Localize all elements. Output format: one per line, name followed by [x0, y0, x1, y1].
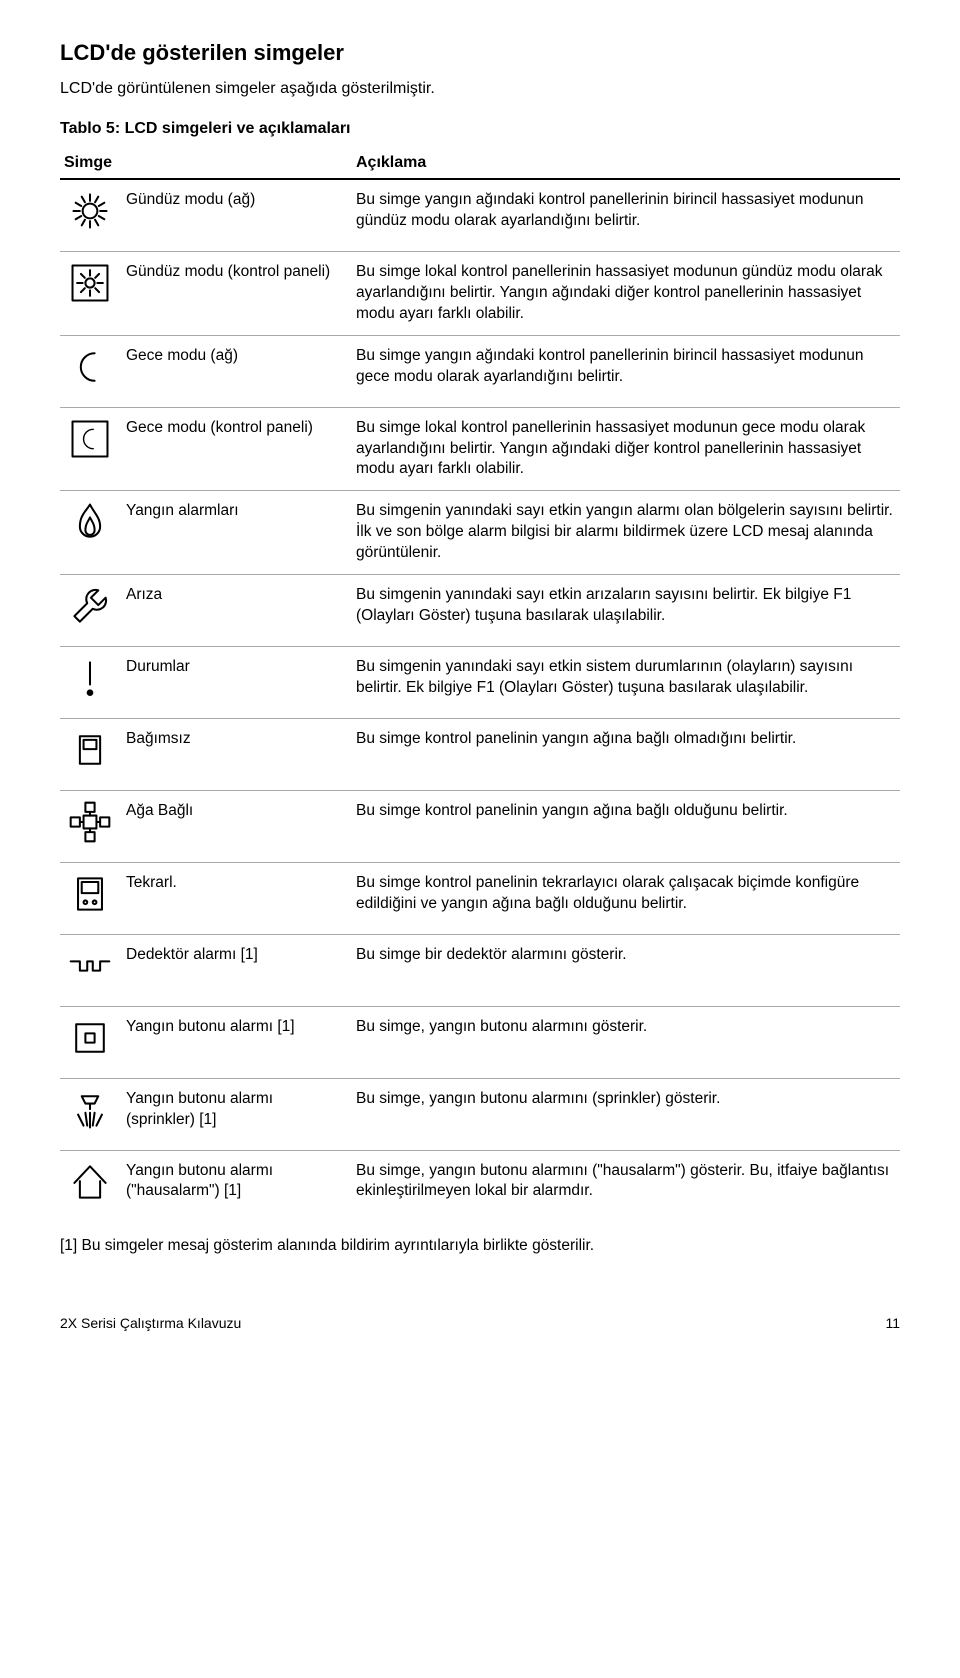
footer-left: 2X Serisi Çalıştırma Kılavuzu	[60, 1315, 241, 1331]
row-desc: Bu simge yangın ağındaki kontrol panelle…	[352, 335, 900, 407]
row-desc: Bu simge bir dedektör alarmını gösterir.	[352, 934, 900, 1006]
table-row: Gece modu (kontrol paneli) Bu simge loka…	[60, 407, 900, 491]
sprinkler-icon	[60, 1078, 122, 1150]
row-name: Bağımsız	[122, 718, 352, 790]
row-name: Arıza	[122, 575, 352, 647]
footnote: [1] Bu simgeler mesaj gösterim alanında …	[60, 1237, 900, 1255]
sun-small-icon	[60, 251, 122, 335]
row-desc: Bu simgenin yanındaki sayı etkin sistem …	[352, 647, 900, 719]
table-row: Yangın butonu alarmı ("hausalarm") [1] B…	[60, 1150, 900, 1221]
header-icon: Simge	[60, 148, 122, 179]
detector-icon	[60, 934, 122, 1006]
exclaim-icon	[60, 647, 122, 719]
icon-table: Simge Açıklama Gündüz modu (ağ) Bu simge…	[60, 148, 900, 1221]
row-desc: Bu simge yangın ağındaki kontrol panelle…	[352, 179, 900, 251]
row-desc: Bu simge lokal kontrol panellerinin hass…	[352, 407, 900, 491]
row-desc: Bu simge kontrol panelinin yangın ağına …	[352, 718, 900, 790]
table-row: Gündüz modu (ağ) Bu simge yangın ağındak…	[60, 179, 900, 251]
moon-small-icon	[60, 407, 122, 491]
row-name: Yangın butonu alarmı ("hausalarm") [1]	[122, 1150, 352, 1221]
row-desc: Bu simge, yangın butonu alarmını (sprink…	[352, 1078, 900, 1150]
table-row: Bağımsız Bu simge kontrol panelinin yang…	[60, 718, 900, 790]
standalone-icon	[60, 718, 122, 790]
flame-icon	[60, 491, 122, 575]
table-row: Yangın alarmları Bu simgenin yanındaki s…	[60, 491, 900, 575]
table-row: Arıza Bu simgenin yanındaki sayı etkin a…	[60, 575, 900, 647]
intro-text: LCD'de görüntülenen simgeler aşağıda gös…	[60, 80, 900, 98]
row-desc: Bu simge, yangın butonu alarmını ("hausa…	[352, 1150, 900, 1221]
row-desc: Bu simge kontrol panelinin tekrarlayıcı …	[352, 862, 900, 934]
table-row: Dedektör alarmı [1] Bu simge bir dedektö…	[60, 934, 900, 1006]
page-title: LCD'de gösterilen simgeler	[60, 40, 900, 66]
footer-right: 11	[885, 1315, 900, 1331]
row-desc: Bu simgenin yanındaki sayı etkin yangın …	[352, 491, 900, 575]
table-row: Durumlar Bu simgenin yanındaki sayı etki…	[60, 647, 900, 719]
row-desc: Bu simge kontrol panelinin yangın ağına …	[352, 790, 900, 862]
row-desc: Bu simge lokal kontrol panellerinin hass…	[352, 251, 900, 335]
row-name: Durumlar	[122, 647, 352, 719]
row-name: Dedektör alarmı [1]	[122, 934, 352, 1006]
row-desc: Bu simge, yangın butonu alarmını gösteri…	[352, 1006, 900, 1078]
sun-big-icon	[60, 179, 122, 251]
header-desc: Açıklama	[352, 148, 900, 179]
table-caption: Tablo 5: LCD simgeleri ve açıklamaları	[60, 120, 900, 138]
header-name	[122, 148, 352, 179]
row-desc: Bu simgenin yanındaki sayı etkin arızala…	[352, 575, 900, 647]
row-name: Yangın alarmları	[122, 491, 352, 575]
table-row: Gece modu (ağ) Bu simge yangın ağındaki …	[60, 335, 900, 407]
row-name: Gece modu (ağ)	[122, 335, 352, 407]
repeater-icon	[60, 862, 122, 934]
mcp-icon	[60, 1006, 122, 1078]
row-name: Gece modu (kontrol paneli)	[122, 407, 352, 491]
moon-big-icon	[60, 335, 122, 407]
table-row: Tekrarl. Bu simge kontrol panelinin tekr…	[60, 862, 900, 934]
row-name: Gündüz modu (kontrol paneli)	[122, 251, 352, 335]
row-name: Tekrarl.	[122, 862, 352, 934]
page-footer: 2X Serisi Çalıştırma Kılavuzu 11	[60, 1315, 900, 1331]
table-row: Gündüz modu (kontrol paneli) Bu simge lo…	[60, 251, 900, 335]
row-name: Yangın butonu alarmı [1]	[122, 1006, 352, 1078]
wrench-icon	[60, 575, 122, 647]
row-name: Ağa Bağlı	[122, 790, 352, 862]
table-row: Yangın butonu alarmı (sprinkler) [1] Bu …	[60, 1078, 900, 1150]
row-name: Yangın butonu alarmı (sprinkler) [1]	[122, 1078, 352, 1150]
table-row: Ağa Bağlı Bu simge kontrol panelinin yan…	[60, 790, 900, 862]
row-name: Gündüz modu (ağ)	[122, 179, 352, 251]
house-icon	[60, 1150, 122, 1221]
network-icon	[60, 790, 122, 862]
table-row: Yangın butonu alarmı [1] Bu simge, yangı…	[60, 1006, 900, 1078]
